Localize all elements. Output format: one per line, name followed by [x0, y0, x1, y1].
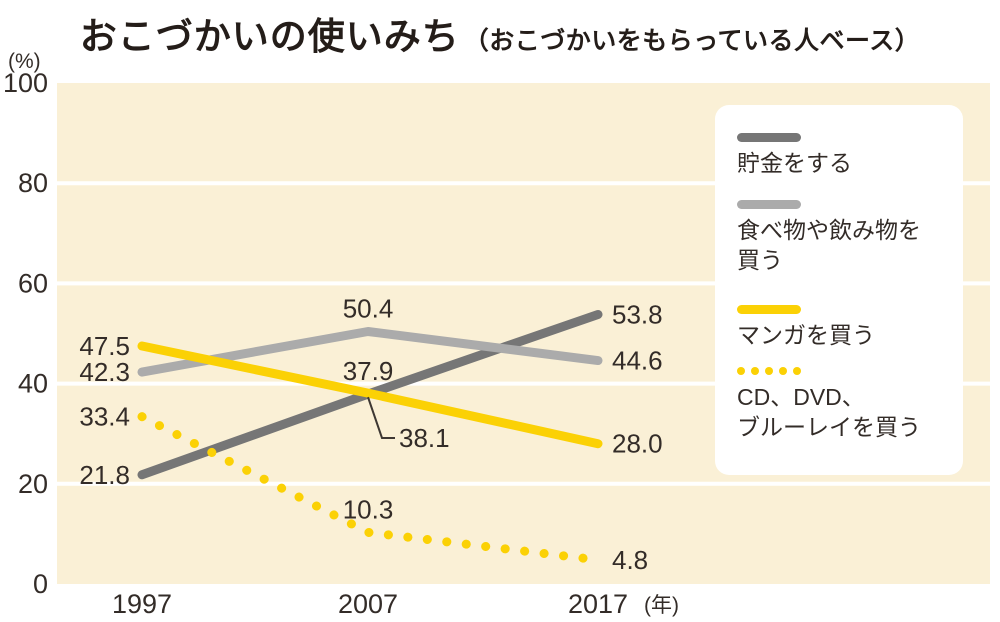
series-line-3: [137, 412, 603, 565]
y-tick-label: 0: [33, 569, 48, 599]
dot-icon: [779, 367, 787, 375]
solid-yellow-line-swatch: [737, 305, 801, 314]
chart-title-subtitle: （おこづかいをもらっている人ベース）: [463, 27, 921, 55]
series-1-label-2017: 44.6: [612, 346, 663, 376]
y-tick-label: 100: [3, 68, 48, 98]
series-2-label-2017: 28.0: [612, 429, 663, 459]
solid-light-gray-line-swatch: [737, 200, 801, 209]
series-1-label-1997: 42.3: [79, 357, 130, 387]
x-tick-label: 1997: [112, 589, 172, 619]
x-tick-label: 2017: [568, 589, 628, 619]
series-3-label-2017: 4.8: [612, 545, 648, 575]
dotted-yellow-line-swatch: [737, 367, 801, 376]
series-1-label-2007: 50.4: [343, 293, 394, 323]
series-2-label-2007: 38.1: [399, 423, 450, 453]
legend-item-cd-dvd-bluray: CD、DVD、 ブルーレイを買う: [737, 367, 943, 442]
chart-title-main: おこづかいの使いみち: [79, 16, 460, 57]
y-axis-unit: (%): [8, 50, 41, 73]
legend-label-line: 食べ物や飲み物を: [737, 217, 921, 243]
legend-label: CD、DVD、 ブルーレイを買う: [737, 382, 943, 442]
legend-item-food-drink: 食べ物や飲み物を 買う: [737, 200, 943, 275]
y-tick-label: 20: [18, 469, 48, 499]
legend-label: 食べ物や飲み物を 買う: [737, 215, 943, 275]
dot-icon: [793, 367, 801, 375]
y-tick-label: 60: [18, 268, 48, 298]
series-3-label-1997: 33.4: [79, 402, 130, 432]
label-leader-line: [367, 396, 395, 439]
x-tick-label: 2007: [338, 589, 398, 619]
legend-item-manga: マンガを買う: [737, 305, 943, 350]
legend-label: 貯金をする: [737, 148, 943, 178]
dot-icon: [765, 367, 773, 375]
series-0-label-2017: 53.8: [612, 299, 663, 329]
chart-title: おこづかいの使いみち （おこづかいをもらっている人ベース）: [0, 6, 1000, 60]
legend-label-line: 買う: [737, 247, 783, 273]
series-2-label-1997: 47.5: [79, 331, 130, 361]
dot-icon: [751, 367, 759, 375]
legend-item-savings: 貯金をする: [737, 133, 943, 178]
legend-label: マンガを買う: [737, 320, 943, 350]
legend: 貯金をする 食べ物や飲み物を 買う マンガを買う: [715, 105, 963, 475]
legend-label-line: 貯金をする: [737, 150, 852, 176]
y-tick-label: 80: [18, 168, 48, 198]
x-axis-unit: (年): [644, 594, 679, 617]
dot-icon: [737, 367, 745, 375]
series-0-label-1997: 21.8: [79, 460, 130, 490]
legend-label-line: マンガを買う: [737, 322, 875, 348]
y-tick-label: 40: [18, 369, 48, 399]
legend-label-line: CD、DVD、: [737, 384, 865, 410]
series-0-label-2007: 37.9: [343, 356, 394, 386]
solid-dark-gray-line-swatch: [737, 133, 801, 142]
series-3-label-2007: 10.3: [343, 494, 394, 524]
series-line-2: [137, 341, 603, 449]
legend-label-line: ブルーレイを買う: [737, 414, 921, 440]
